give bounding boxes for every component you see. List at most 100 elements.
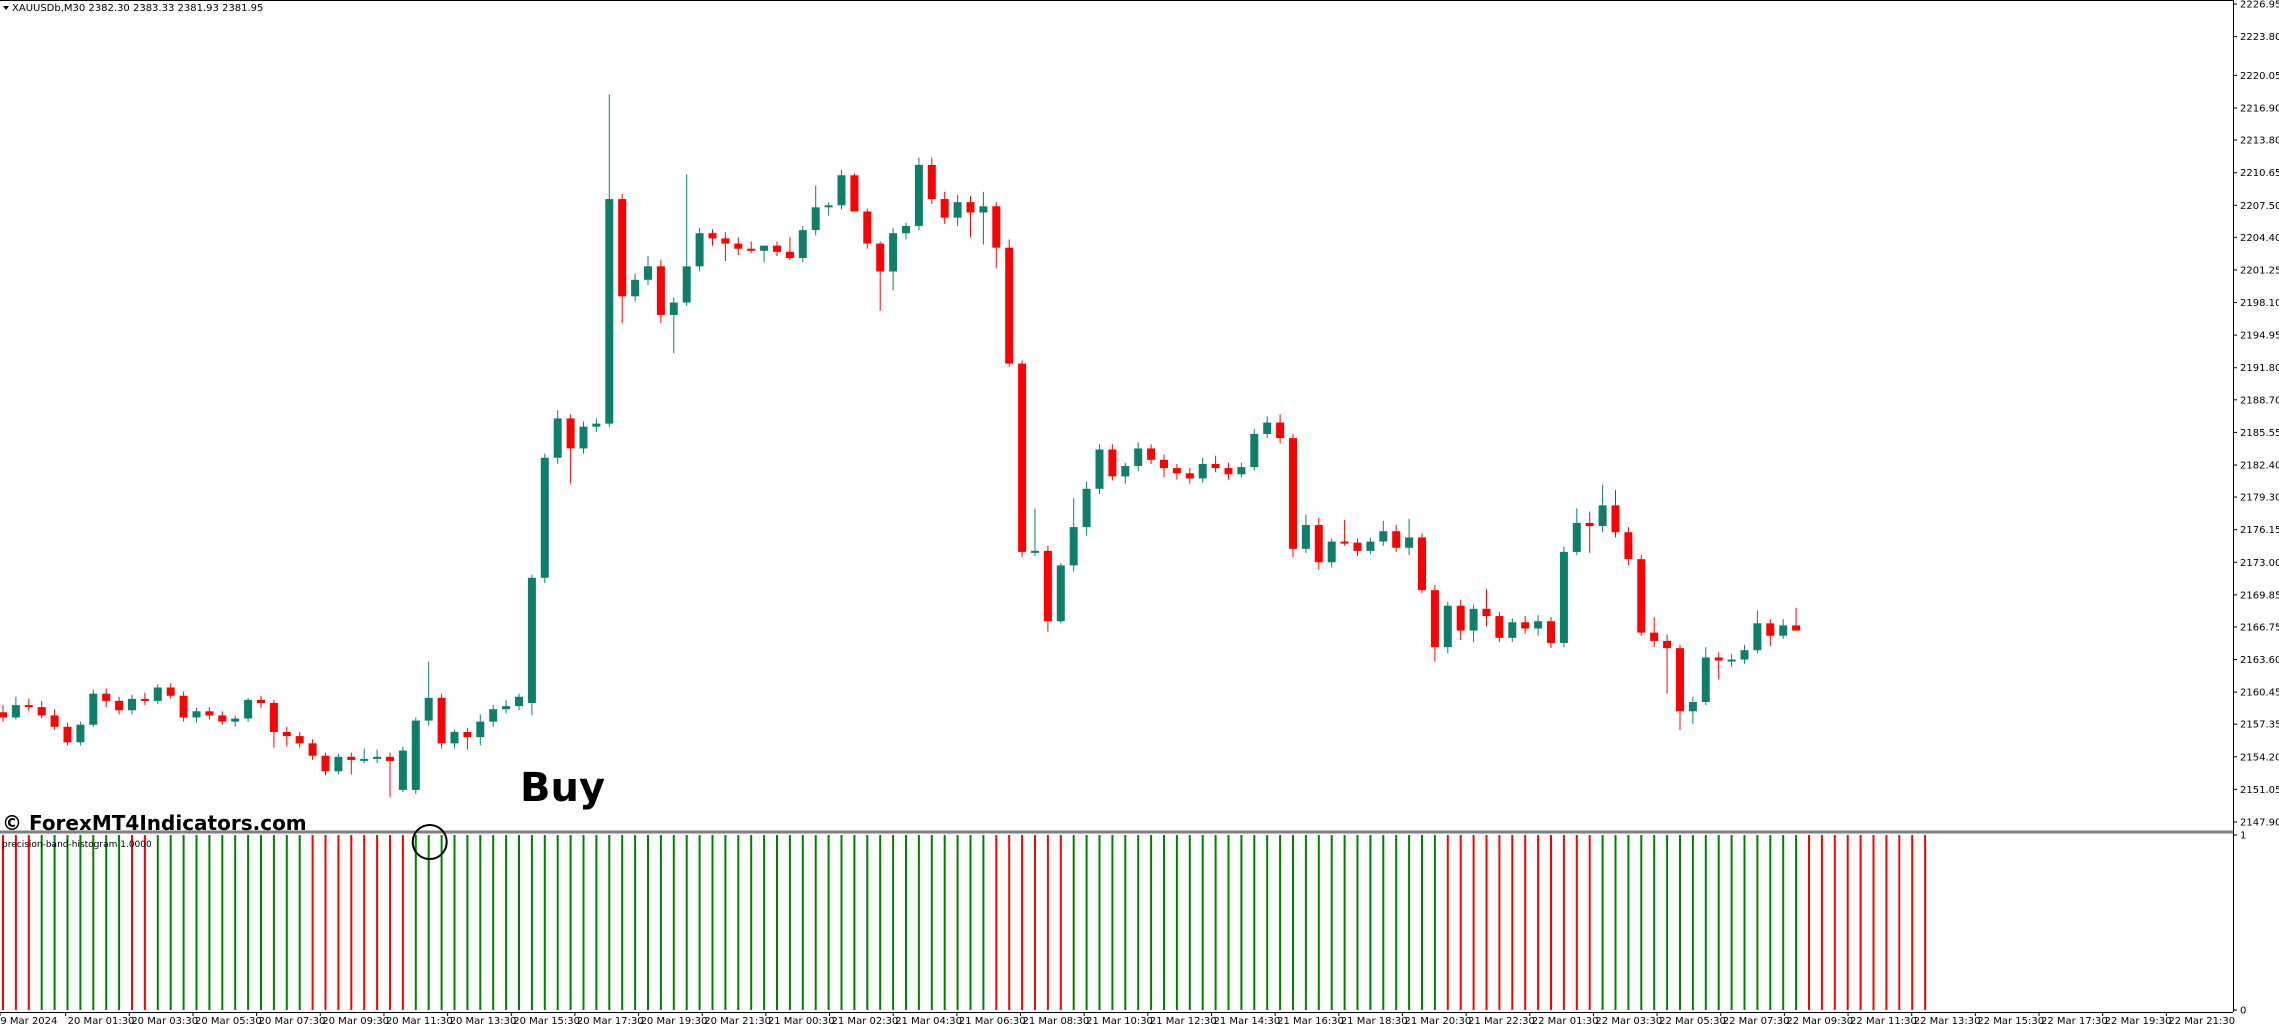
candle-body	[476, 721, 485, 738]
candle-body	[1160, 459, 1168, 469]
candle-body	[11, 705, 20, 718]
candle-body	[1508, 622, 1517, 638]
candle-body	[1495, 616, 1504, 638]
candle-body	[656, 266, 665, 315]
candle-body	[1172, 468, 1181, 474]
candle-body	[682, 266, 691, 303]
candle-body	[205, 711, 214, 716]
candle-body	[1547, 621, 1555, 643]
time-tick-label: 22 Mar 01:30	[1532, 1016, 1599, 1027]
candle-body	[1314, 525, 1323, 563]
time-tick-label: 21 Mar 18:30	[1341, 1016, 1408, 1027]
candle-body	[1198, 463, 1207, 479]
time-tick-label: 22 Mar 03:30	[1595, 1016, 1662, 1027]
indicator-label: precision-band-histogram 1.0000	[2, 840, 152, 850]
candle-body	[1018, 363, 1027, 552]
price-tick-label: 2210.65	[2240, 168, 2279, 179]
price-tick-label: 2213.80	[2240, 136, 2279, 147]
candle-body	[927, 164, 936, 200]
candle-body	[398, 750, 407, 790]
candle-body	[721, 238, 730, 244]
candle-body	[1353, 542, 1362, 551]
candle-body	[1211, 463, 1220, 469]
price-tick-label: 2154.20	[2240, 752, 2279, 763]
candle-body	[992, 206, 1001, 248]
candle-body	[1688, 701, 1697, 712]
candle-body	[450, 731, 459, 744]
candle-body	[1418, 537, 1426, 591]
candle-body	[1250, 433, 1259, 468]
candle-body	[527, 577, 536, 703]
time-tick-label: 22 Mar 09:30	[1786, 1016, 1853, 1027]
candle-body	[1753, 623, 1762, 651]
candle-body	[1792, 625, 1801, 631]
candle-body	[1031, 550, 1039, 553]
candle-body	[1340, 541, 1349, 544]
candle-body	[140, 698, 149, 701]
watermark: © ForexMT4Indicators.com	[2, 811, 307, 835]
dropdown-triangle-icon[interactable]	[3, 6, 9, 10]
time-tick-label: 21 Mar 08:30	[1023, 1016, 1090, 1027]
time-tick-label: 20 Mar 09:30	[322, 1016, 389, 1027]
candle-body	[1224, 468, 1233, 475]
candle-body	[166, 687, 175, 696]
candle-body	[1637, 559, 1646, 633]
price-tick-label: 2157.35	[2240, 720, 2279, 731]
time-tick-label: 21 Mar 12:30	[1150, 1016, 1217, 1027]
price-tick-label: 2191.80	[2240, 363, 2279, 374]
candle-body	[1727, 659, 1736, 662]
candle-body	[63, 726, 72, 743]
candle-body	[953, 202, 962, 218]
candle-body	[1005, 247, 1014, 364]
candle-body	[1559, 551, 1568, 643]
candle-body	[0, 712, 7, 718]
candle-body	[1585, 522, 1594, 527]
symbol-info: XAUUSDb,M30 2382.30 2383.33 2381.93 2381…	[12, 3, 263, 14]
candle-body	[321, 755, 330, 772]
candle-body	[373, 756, 382, 759]
time-tick-label: 20 Mar 03:30	[131, 1016, 198, 1027]
time-tick-label: 22 Mar 11:30	[1850, 1016, 1917, 1027]
candle-body	[308, 743, 317, 756]
time-tick-label: 21 Mar 20:30	[1404, 1016, 1471, 1027]
price-tick-label: 2201.25	[2240, 265, 2279, 276]
candle-body	[386, 756, 394, 761]
candle-body	[1456, 605, 1465, 631]
candle-body	[1276, 422, 1285, 439]
candle-body	[1043, 550, 1052, 622]
histogram-tick-label: 0	[2240, 1006, 2246, 1017]
candle-body	[1095, 449, 1104, 489]
candle-body	[1366, 541, 1375, 551]
time-tick-label: 21 Mar 16:30	[1277, 1016, 1344, 1027]
candle-body	[515, 696, 523, 707]
candle-body	[37, 707, 46, 716]
candle-body	[631, 279, 640, 297]
candle-body	[1534, 621, 1543, 629]
candle-body	[1301, 525, 1310, 549]
candle-body	[347, 756, 356, 760]
candle-body	[760, 245, 769, 251]
candle-body	[1779, 625, 1788, 636]
time-tick-label: 21 Mar 04:30	[895, 1016, 962, 1027]
time-tick-label: 20 Mar 11:30	[386, 1016, 453, 1027]
candle-body	[282, 731, 291, 737]
price-scale: 2226.95 2223.80 2220.05 2216.90 2213.80 2210.…	[2233, 0, 2279, 829]
price-tick-label: 2207.50	[2240, 201, 2279, 212]
candle-body	[1521, 622, 1530, 629]
candle-body	[798, 230, 807, 259]
time-tick-label: 20 Mar 17:30	[577, 1016, 644, 1027]
candle-body	[295, 736, 304, 744]
candle-body	[863, 211, 872, 244]
price-tick-label: 2151.05	[2240, 785, 2279, 796]
candle-body	[489, 709, 498, 722]
time-tick-label: 21 Mar 22:30	[1468, 1016, 1535, 1027]
candle-body	[902, 225, 910, 234]
candle-body	[502, 706, 511, 710]
candle-body	[773, 245, 781, 252]
candle-body	[1443, 605, 1452, 648]
candle-body	[411, 720, 420, 790]
candle-body	[1714, 657, 1723, 661]
candle-body	[979, 206, 988, 213]
